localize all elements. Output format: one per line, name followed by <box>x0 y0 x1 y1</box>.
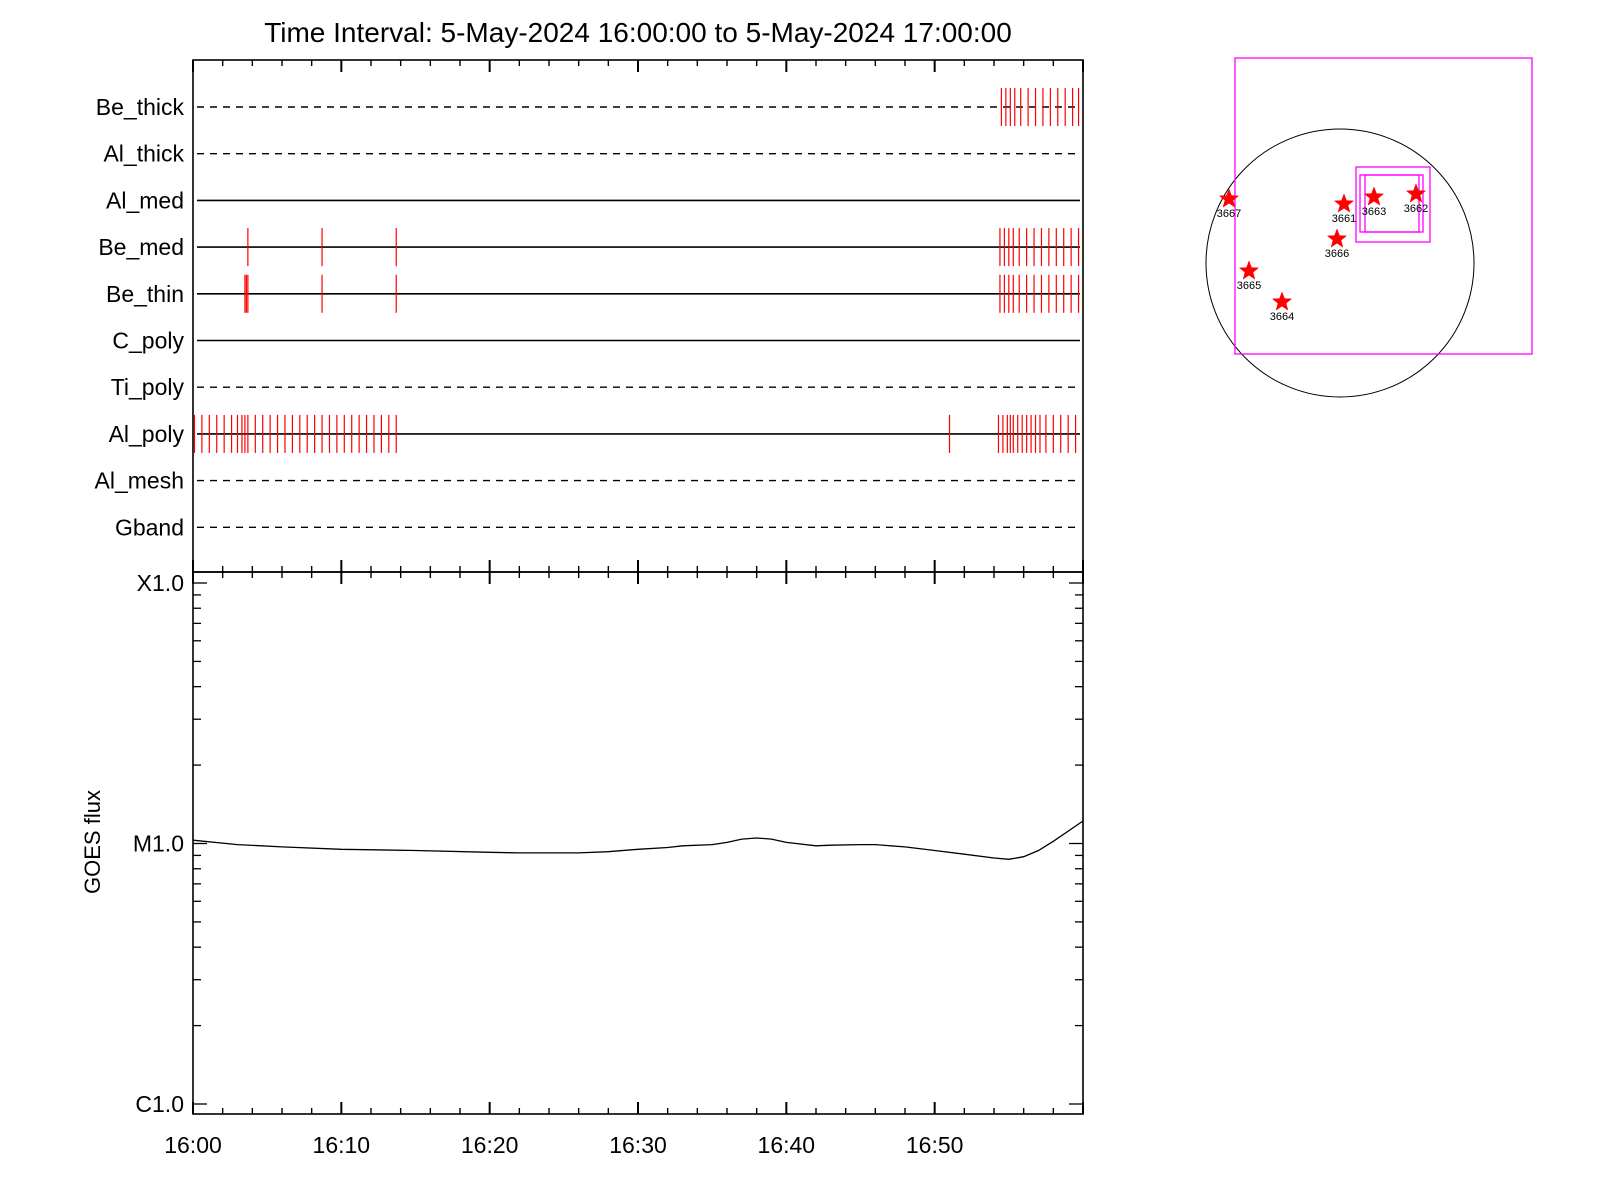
active-region-star <box>1218 188 1240 208</box>
active-region-label: 3661 <box>1332 213 1356 225</box>
fov-box-small-1 <box>1355 166 1431 243</box>
active-region-label: 3666 <box>1325 248 1349 260</box>
x-tick-label: 16:10 <box>313 1132 371 1158</box>
x-tick-label: 16:50 <box>906 1132 964 1158</box>
y-tick-label: M1.0 <box>133 831 184 857</box>
active-region-star <box>1238 260 1260 280</box>
filter-label: Al_poly <box>109 421 185 447</box>
goes-frame <box>192 571 1084 1115</box>
active-region-label: 3664 <box>1270 311 1294 323</box>
fov-box-small-3 <box>1364 174 1420 233</box>
filter-label: Ti_poly <box>111 374 185 400</box>
filter-label: Al_med <box>106 187 184 213</box>
goes-flux-line <box>192 820 1084 860</box>
filter-timeline-panel: Be_thick Al_thick Al_med Be_med Be_thin C_pol… <box>95 59 1084 573</box>
active-region-label: 3662 <box>1404 203 1428 215</box>
filter-label: Al_thick <box>103 141 184 167</box>
active-region-star <box>1333 193 1355 213</box>
y-axis-label: GOES flux <box>80 790 105 894</box>
x-tick-label: 16:40 <box>758 1132 816 1158</box>
filter-label: Be_thick <box>96 94 185 120</box>
filter-label: Al_mesh <box>95 468 184 494</box>
active-regions: 3667 3661 3663 3662 3666 3665 3664 <box>1217 183 1428 323</box>
x-tick-label: 16:00 <box>164 1132 222 1158</box>
active-region-star <box>1271 291 1293 311</box>
filter-label: Gband <box>115 514 184 540</box>
filter-label: Be_thin <box>106 281 184 307</box>
active-region-star <box>1363 186 1385 206</box>
active-region-label: 3663 <box>1362 206 1386 218</box>
y-tick-label: X1.0 <box>137 570 184 596</box>
filter-label: Be_med <box>98 234 184 260</box>
active-region-star <box>1405 183 1427 203</box>
filter-label: C_poly <box>112 328 184 354</box>
fov-box-large <box>1234 57 1533 355</box>
sun-map: 3667 3661 3663 3662 3666 3665 3664 <box>1205 57 1533 398</box>
goes-flux-panel: 16:00 16:10 16:20 16:30 16:40 16:50 X1.0 M1.0 C1… <box>133 570 1084 1158</box>
active-region-label: 3667 <box>1217 208 1241 220</box>
active-region-star <box>1326 228 1348 248</box>
active-region-label: 3665 <box>1237 280 1261 292</box>
y-tick-label: C1.0 <box>135 1091 184 1117</box>
x-tick-label: 16:30 <box>609 1132 667 1158</box>
x-tick-label: 16:20 <box>461 1132 519 1158</box>
timeline-frame <box>192 59 1084 573</box>
solar-disk <box>1205 128 1475 398</box>
chart-title: Time Interval: 5-May-2024 16:00:00 to 5-… <box>264 17 1012 48</box>
